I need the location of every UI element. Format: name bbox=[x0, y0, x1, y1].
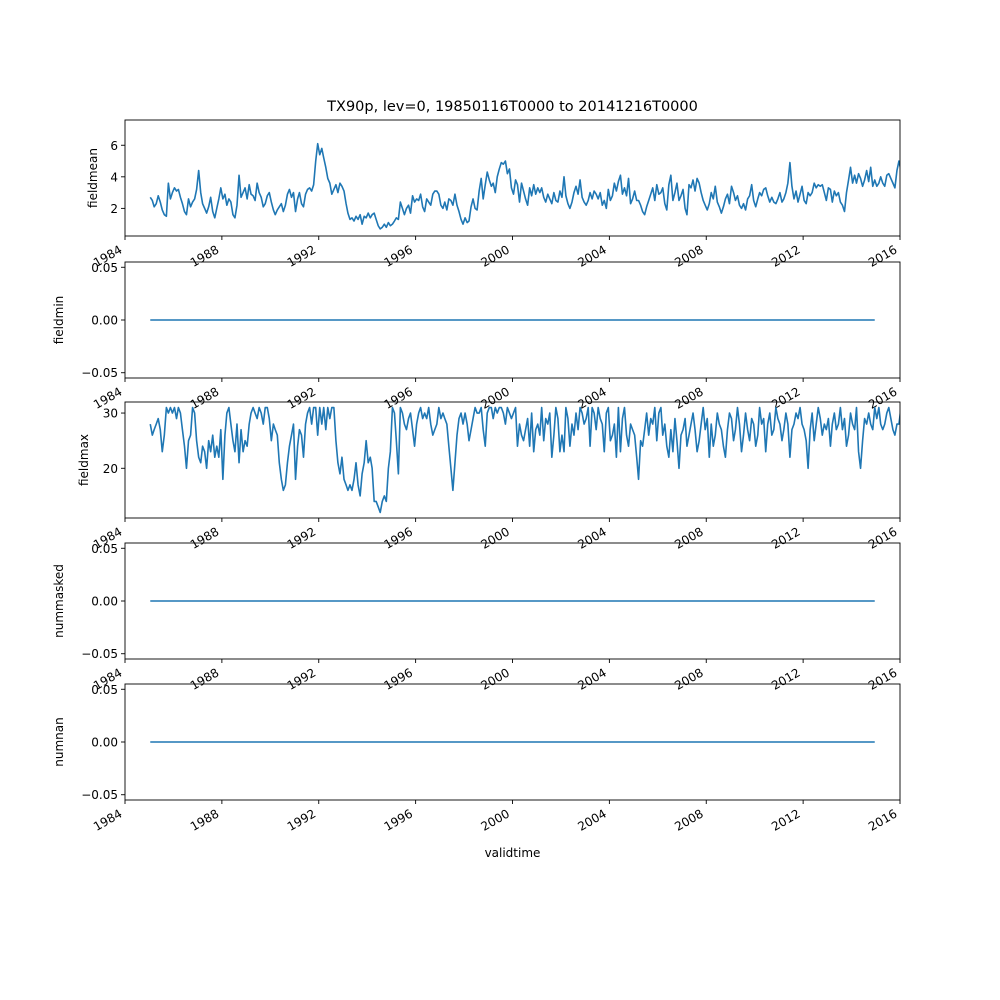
figure-title: TX90p, lev=0, 19850116T0000 to 20141216T… bbox=[326, 99, 698, 115]
y-axis-label-nummasked: nummasked bbox=[52, 564, 66, 638]
y-tick-label: 0.00 bbox=[91, 314, 118, 328]
y-tick-label: −0.05 bbox=[81, 647, 118, 661]
y-tick-label: 0.05 bbox=[91, 261, 118, 275]
y-tick-label: 0.00 bbox=[91, 595, 118, 609]
y-tick-label: 2 bbox=[110, 202, 118, 216]
y-tick-label: 20 bbox=[103, 462, 118, 476]
y-tick-label: 0.00 bbox=[91, 736, 118, 750]
y-tick-label: 0.05 bbox=[91, 542, 118, 556]
y-axis-label-fieldmean: fieldmean bbox=[86, 148, 100, 208]
y-tick-label: 4 bbox=[110, 170, 118, 184]
y-tick-label: 0.05 bbox=[91, 683, 118, 697]
series-line-fieldmean bbox=[149, 142, 900, 230]
y-axis-label-fieldmax: fieldmax bbox=[77, 434, 91, 486]
y-tick-label: 30 bbox=[103, 407, 118, 421]
y-tick-label: −0.05 bbox=[81, 788, 118, 802]
y-axis-label-fieldmin: fieldmin bbox=[52, 296, 66, 345]
y-tick-label: −0.05 bbox=[81, 366, 118, 380]
y-axis-label-numnan: numnan bbox=[52, 717, 66, 766]
x-axis-label: validtime bbox=[485, 846, 541, 860]
y-tick-label: 6 bbox=[110, 139, 118, 153]
series-line-fieldmax bbox=[149, 406, 900, 514]
